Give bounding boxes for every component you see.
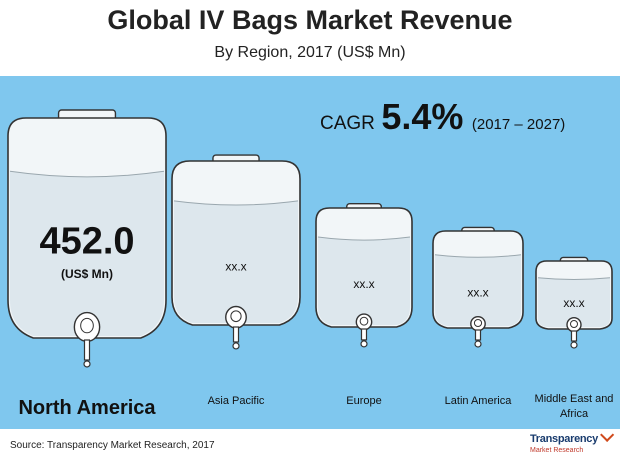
data-label: xx.x <box>563 296 584 310</box>
liquid-surface <box>9 170 165 178</box>
bag-tube <box>360 328 368 341</box>
bag-port-inner <box>359 316 369 326</box>
category-label: Middle East and Africa <box>534 393 614 420</box>
bag-liquid <box>318 237 410 325</box>
cagr-label: CAGR <box>320 113 375 134</box>
iv-bag-4: xx.x <box>535 256 613 349</box>
liquid-surface <box>537 277 611 281</box>
bag-tube-end <box>360 340 368 348</box>
bag-liquid <box>10 171 164 336</box>
bag-port-inner <box>230 310 242 323</box>
iv-bag-3: xx.x <box>432 226 524 348</box>
logo-line-2: Market Research <box>530 447 584 454</box>
bag-tube-end <box>232 342 240 350</box>
category-label: North America <box>18 397 156 419</box>
bag-port <box>355 313 373 331</box>
liquid-surface <box>317 236 411 241</box>
logo-line-1: Transparency <box>530 433 598 445</box>
bag-port <box>470 316 486 332</box>
data-label: 452.0 <box>39 220 134 262</box>
iv-bag-0: 452.0 (US$ Mn) <box>7 109 167 368</box>
category-label: Asia Pacific <box>207 395 265 407</box>
source-note: Source: Transparency Market Research, 20… <box>10 440 215 451</box>
bag-liquid <box>174 200 298 323</box>
category-label: Latin America <box>444 395 512 407</box>
cagr-annotation: CAGR 5.4% (2017 – 2027) <box>320 96 600 138</box>
data-label: xx.x <box>467 285 488 299</box>
bag-tube-end <box>474 340 482 348</box>
bag-port-inner <box>473 319 483 327</box>
bag-port <box>73 311 101 343</box>
iv-bag-2: xx.x <box>315 202 413 348</box>
iv-bag-1: xx.x <box>171 154 301 350</box>
bag-tube <box>232 326 240 343</box>
bag-tube <box>474 329 482 341</box>
bag-tube-end <box>570 341 578 349</box>
bag-port-inner <box>570 320 578 328</box>
bag-tube <box>570 330 578 342</box>
liquid-surface <box>173 200 299 206</box>
cagr-value: 5.4% <box>381 96 464 137</box>
bag-tube-end <box>83 360 91 368</box>
cagr-period: (2017 – 2027) <box>471 116 566 133</box>
bag-tube <box>83 339 91 361</box>
chart-subtitle: By Region, 2017 (US$ Mn) <box>214 44 406 61</box>
bag-port-inner <box>80 317 94 334</box>
publisher-logo: Transparency Market Research <box>530 427 620 457</box>
category-label: Europe <box>346 395 382 407</box>
liquid-surface <box>434 254 522 258</box>
bag-port <box>566 317 582 333</box>
bag-liquid <box>538 277 610 327</box>
data-label: xx.x <box>353 277 374 291</box>
chart-title: Global IV Bags Market Revenue <box>107 5 513 35</box>
bag-liquid <box>435 254 521 326</box>
bag-port <box>225 305 247 329</box>
data-label: xx.x <box>225 260 246 274</box>
unit-label: (US$ Mn) <box>61 267 113 281</box>
